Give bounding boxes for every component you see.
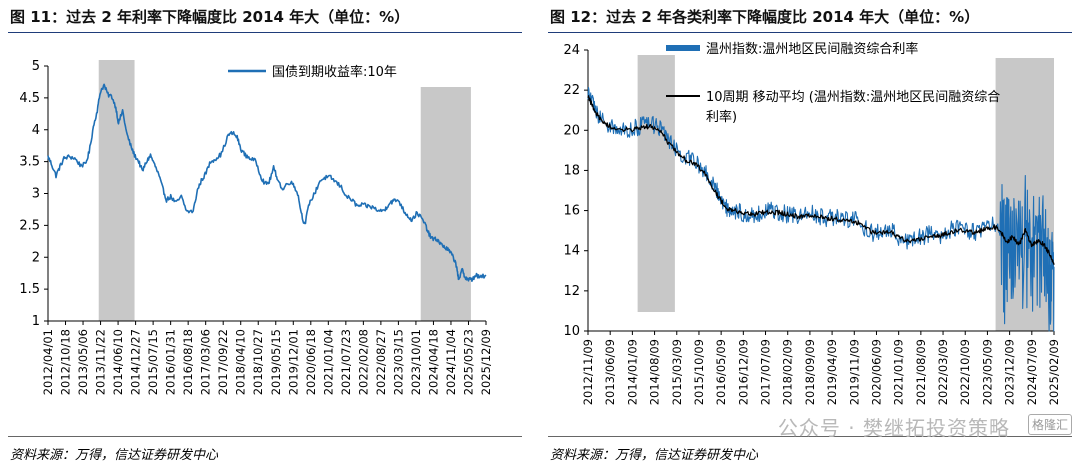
x-tick-label: 2025/02/09 bbox=[1047, 339, 1061, 405]
x-tick-label: 2012/11/09 bbox=[581, 339, 595, 405]
legend-label-cont: 利率) bbox=[706, 109, 737, 125]
x-tick-label: 2024/11/04 bbox=[444, 329, 458, 395]
x-tick-label: 2015/10/09 bbox=[692, 339, 706, 405]
x-tick-label: 2023/03/15 bbox=[391, 329, 405, 395]
figure-11-panel: 图 11：过去 2 年利率下降幅度比 2014 年大（单位：%） 1 1.5 2 2.… bbox=[0, 0, 530, 468]
legend: 国债到期收益率:10年 bbox=[228, 64, 397, 80]
y-tick-label: 12 bbox=[563, 284, 580, 299]
shaded-period bbox=[98, 60, 135, 321]
y-tick-label: 4.5 bbox=[19, 91, 40, 106]
x-tick-label: 2012/04/01 bbox=[41, 329, 55, 395]
x-tick-label: 2016/08/18 bbox=[181, 329, 195, 395]
x-tick-label: 2022/03/09 bbox=[936, 339, 950, 405]
legend-label: 国债到期收益率:10年 bbox=[272, 64, 397, 80]
x-tick-label: 2017/09/22 bbox=[216, 329, 230, 395]
x-tick-label: 2015/03/09 bbox=[670, 339, 684, 405]
source-divider bbox=[8, 436, 522, 437]
x-tick-label: 2017/07/09 bbox=[759, 339, 773, 405]
figure-title: 图 11：过去 2 年利率下降幅度比 2014 年大（单位：%） bbox=[10, 8, 410, 26]
x-tick-label: 2022/10/09 bbox=[958, 339, 972, 405]
x-tick-label: 2019/12/01 bbox=[286, 329, 300, 395]
legend-label: 10周期 移动平均 (温州指数:温州地区民间融资综合 bbox=[706, 90, 1000, 105]
x-tick-label: 2021/01/04 bbox=[321, 329, 335, 395]
source-divider bbox=[548, 436, 1072, 437]
x-tick-label: 2023/05/09 bbox=[980, 339, 994, 405]
x-tick-label: 2024/07/09 bbox=[1025, 339, 1039, 405]
x-tick-label: 2015/07/15 bbox=[146, 329, 160, 395]
shaded-period bbox=[420, 87, 471, 321]
shaded-period bbox=[637, 55, 675, 312]
source-note: 资料来源：万得，信达证券研发中心 bbox=[10, 448, 219, 463]
watermark-text: 公众号 · 樊继拓投资策略 bbox=[777, 416, 1010, 440]
x-tick-label: 2019/11/09 bbox=[847, 339, 861, 405]
series-line-1 bbox=[47, 83, 487, 282]
y-tick-label: 5 bbox=[32, 59, 40, 74]
y-tick-label: 22 bbox=[563, 83, 580, 98]
title-divider bbox=[548, 32, 1072, 33]
y-tick-label: 16 bbox=[563, 204, 580, 219]
x-tick-label: 2022/08/27 bbox=[374, 329, 388, 395]
watermark-badge: 格隆汇 bbox=[1027, 414, 1072, 435]
x-tick-label: 2014/01/09 bbox=[625, 339, 639, 405]
x-tick-label: 2018/02/09 bbox=[781, 339, 795, 405]
x-tick-label: 2019/05/15 bbox=[269, 329, 283, 395]
x-tick-label: 2021/07/23 bbox=[339, 329, 353, 395]
x-tick-label: 2014/12/27 bbox=[129, 329, 143, 395]
y-tick-label: 1 bbox=[32, 314, 40, 329]
x-tick-label: 2023/10/01 bbox=[409, 329, 423, 395]
series-line-2 bbox=[587, 95, 1055, 265]
y-tick-label: 14 bbox=[563, 244, 580, 259]
y-tick-label: 2 bbox=[32, 250, 40, 265]
figure-12-panel: 图 12：过去 2 年各类利率下降幅度比 2014 年大（单位：%） 10 12 1… bbox=[540, 0, 1080, 468]
x-tick-label: 2017/03/06 bbox=[199, 329, 213, 395]
y-tick-label: 2.5 bbox=[19, 218, 40, 233]
x-tick-label: 2012/10/18 bbox=[59, 329, 73, 395]
figure-title: 图 12：过去 2 年各类利率下降幅度比 2014 年大（单位：%） bbox=[550, 8, 980, 26]
x-tick-label: 2016/12/09 bbox=[736, 339, 750, 405]
x-tick-label: 2025/05/23 bbox=[461, 329, 475, 395]
chart-12-svg: 10 12 14 16 18 20 22 24 2012/11/09 2013/06/09 2014… bbox=[563, 41, 1061, 405]
legend-label: 温州指数:温州地区民间融资综合利率 bbox=[706, 41, 918, 57]
x-tick-label: 2018/10/27 bbox=[251, 329, 265, 395]
x-tick-label: 2013/06/09 bbox=[603, 339, 617, 405]
y-tick-label: 4 bbox=[32, 123, 40, 138]
x-tick-label: 2020/06/09 bbox=[869, 339, 883, 405]
x-tick-label: 2013/11/22 bbox=[94, 329, 108, 395]
y-tick-label: 1.5 bbox=[19, 282, 40, 297]
x-tick-label: 2023/12/09 bbox=[1003, 339, 1017, 405]
x-tick-label: 2018/09/09 bbox=[803, 339, 817, 405]
x-tick-label: 2016/05/09 bbox=[714, 339, 728, 405]
x-tick-label: 2020/06/18 bbox=[304, 329, 318, 395]
x-tick-label: 2016/01/31 bbox=[164, 329, 178, 395]
x-tick-label: 2014/08/09 bbox=[648, 339, 662, 405]
y-tick-label: 18 bbox=[563, 163, 580, 178]
x-tick-label: 2024/04/18 bbox=[426, 329, 440, 395]
title-divider bbox=[8, 32, 522, 33]
x-tick-label: 2025/12/09 bbox=[479, 329, 493, 395]
legend: 温州指数:温州地区民间融资综合利率 10周期 移动平均 (温州指数:温州地区民间融… bbox=[666, 41, 1000, 125]
x-tick-label: 2019/04/09 bbox=[825, 339, 839, 405]
y-tick-label: 20 bbox=[563, 123, 580, 138]
y-tick-label: 24 bbox=[563, 43, 580, 58]
source-note: 资料来源：万得，信达证券研发中心 bbox=[550, 448, 759, 463]
x-tick-label: 2022/02/08 bbox=[356, 329, 370, 395]
y-tick-label: 3.5 bbox=[19, 155, 40, 170]
x-tick-label: 2014/06/10 bbox=[111, 329, 125, 395]
x-tick-label: 2018/04/10 bbox=[234, 329, 248, 395]
y-tick-label: 3 bbox=[32, 187, 40, 202]
x-tick-label: 2013/05/06 bbox=[76, 329, 90, 395]
x-tick-label: 2021/08/09 bbox=[914, 339, 928, 405]
y-tick-label: 10 bbox=[563, 324, 580, 339]
x-tick-label: 2021/01/09 bbox=[892, 339, 906, 405]
